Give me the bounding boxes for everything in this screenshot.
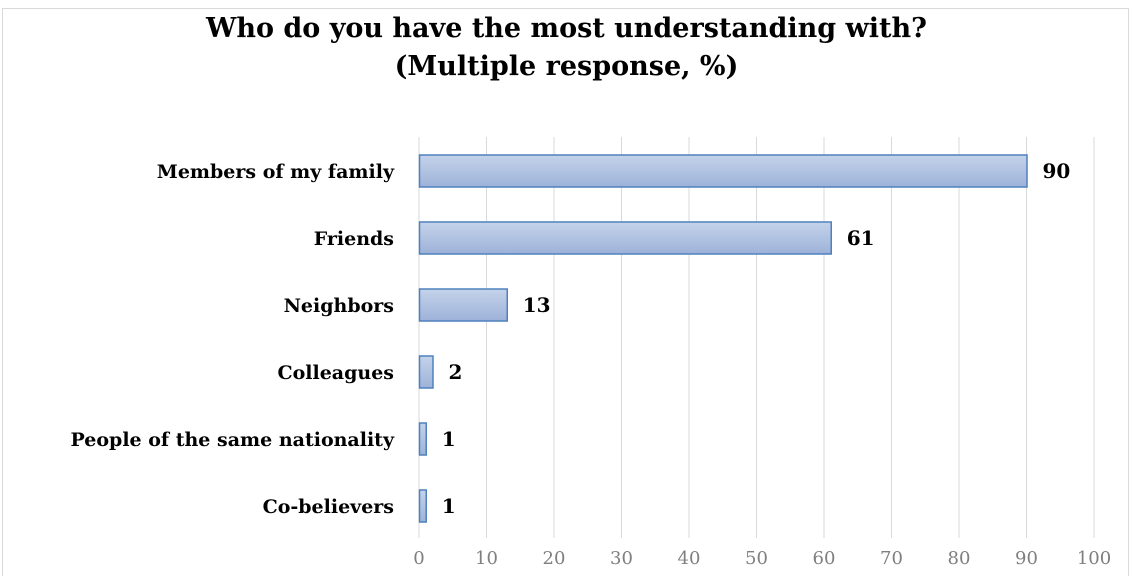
x-tick-label: 50 — [745, 548, 768, 569]
category-label: Colleagues — [277, 362, 394, 384]
labels: 0 10 20 30 40 50 60 70 80 90 100 Members of my fami… — [71, 159, 1112, 569]
category-label: Neighbors — [284, 295, 394, 317]
data-label: 1 — [442, 427, 456, 451]
data-label: 1 — [442, 494, 456, 518]
x-tick-label: 10 — [475, 548, 498, 569]
x-tick-label: 100 — [1077, 548, 1111, 569]
grid-lines — [418, 137, 1095, 538]
bar — [418, 288, 508, 322]
chart-title: Who do you have the most understanding w… — [0, 10, 1133, 86]
x-tick-label: 0 — [413, 548, 424, 569]
bar — [418, 221, 832, 255]
category-label: People of the same nationality — [71, 429, 395, 451]
chart-frame — [2, 8, 1129, 576]
category-label: Members of my family — [157, 161, 395, 183]
x-tick-label: 60 — [813, 548, 836, 569]
x-tick-label: 20 — [543, 548, 566, 569]
category-label: Co-believers — [263, 496, 394, 518]
x-tick-label: 90 — [1015, 548, 1038, 569]
category-label: Friends — [314, 228, 394, 250]
bar — [418, 489, 427, 523]
bars — [418, 154, 1028, 523]
x-tick-label: 40 — [678, 548, 701, 569]
data-label: 13 — [523, 293, 551, 317]
data-label: 90 — [1043, 159, 1071, 183]
x-tick-label: 70 — [880, 548, 903, 569]
chart-title-line-2: (Multiple response, %) — [394, 51, 739, 82]
bar — [418, 154, 1028, 188]
chart-title-line-1: Who do you have the most understanding w… — [206, 13, 927, 44]
data-label: 61 — [847, 226, 875, 250]
bar — [418, 422, 427, 456]
data-label: 2 — [449, 360, 463, 384]
bar — [418, 355, 434, 389]
x-tick-label: 80 — [948, 548, 971, 569]
x-tick-label: 30 — [610, 548, 633, 569]
